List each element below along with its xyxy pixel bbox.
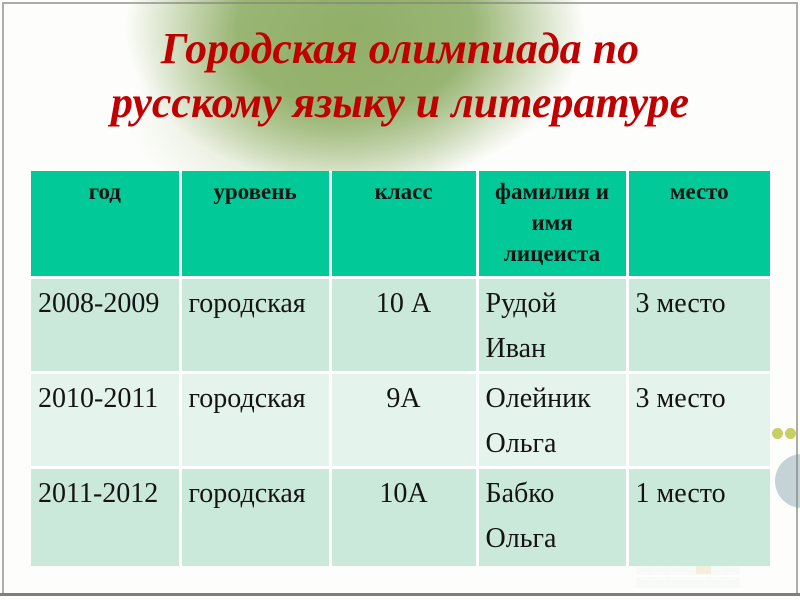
bullet-dot-decoration	[772, 428, 783, 439]
bullet-dot-decoration	[785, 428, 796, 439]
col-header-year: год	[31, 171, 182, 279]
cell-student-name: Олейник Ольга	[477, 372, 629, 469]
cell-level: городская	[180, 277, 332, 374]
table-row: 2011-2012 городская 10А Бабко Ольга 1 ме…	[31, 467, 770, 566]
col-header-level: уровень	[180, 171, 332, 279]
col-header-place: место	[627, 171, 770, 279]
cell-class: 10 А	[330, 277, 479, 374]
cell-place: 3 место	[627, 372, 770, 469]
slide-title: Городская олимпиада по русскому языку и л…	[0, 22, 800, 130]
cell-class: 10А	[330, 467, 479, 566]
cell-year: 2010-2011	[31, 372, 182, 469]
cell-year: 2011-2012	[31, 467, 182, 566]
table-row: 2010-2011 городская 9А Олейник Ольга 3 м…	[31, 372, 770, 469]
cell-level: городская	[180, 372, 332, 469]
cell-level: городская	[180, 467, 332, 566]
cell-student-name: Рудой Иван	[477, 277, 629, 374]
bottom-border-line	[0, 593, 800, 596]
col-header-student-name: фамилия и имя лицеиста	[477, 171, 629, 279]
cell-class: 9А	[330, 372, 479, 469]
table-row: 2008-2009 городская 10 А Рудой Иван 3 ме…	[31, 277, 770, 374]
watermark-accent-cell	[696, 563, 711, 574]
slide-title-line-2: русскому языку и литературе	[110, 78, 690, 127]
olympiad-results-table: год уровень класс фамилия и имя лицеиста…	[31, 171, 770, 566]
cell-student-name: Бабко Ольга	[477, 467, 629, 566]
table-header-row: год уровень класс фамилия и имя лицеиста…	[31, 171, 770, 279]
slide-title-line-1: Городская олимпиада по	[160, 24, 640, 73]
cell-place: 3 место	[627, 277, 770, 374]
cell-year: 2008-2009	[31, 277, 182, 374]
watermark-grid	[636, 562, 740, 588]
cell-place: 1 место	[627, 467, 770, 566]
col-header-class: класс	[330, 171, 479, 279]
